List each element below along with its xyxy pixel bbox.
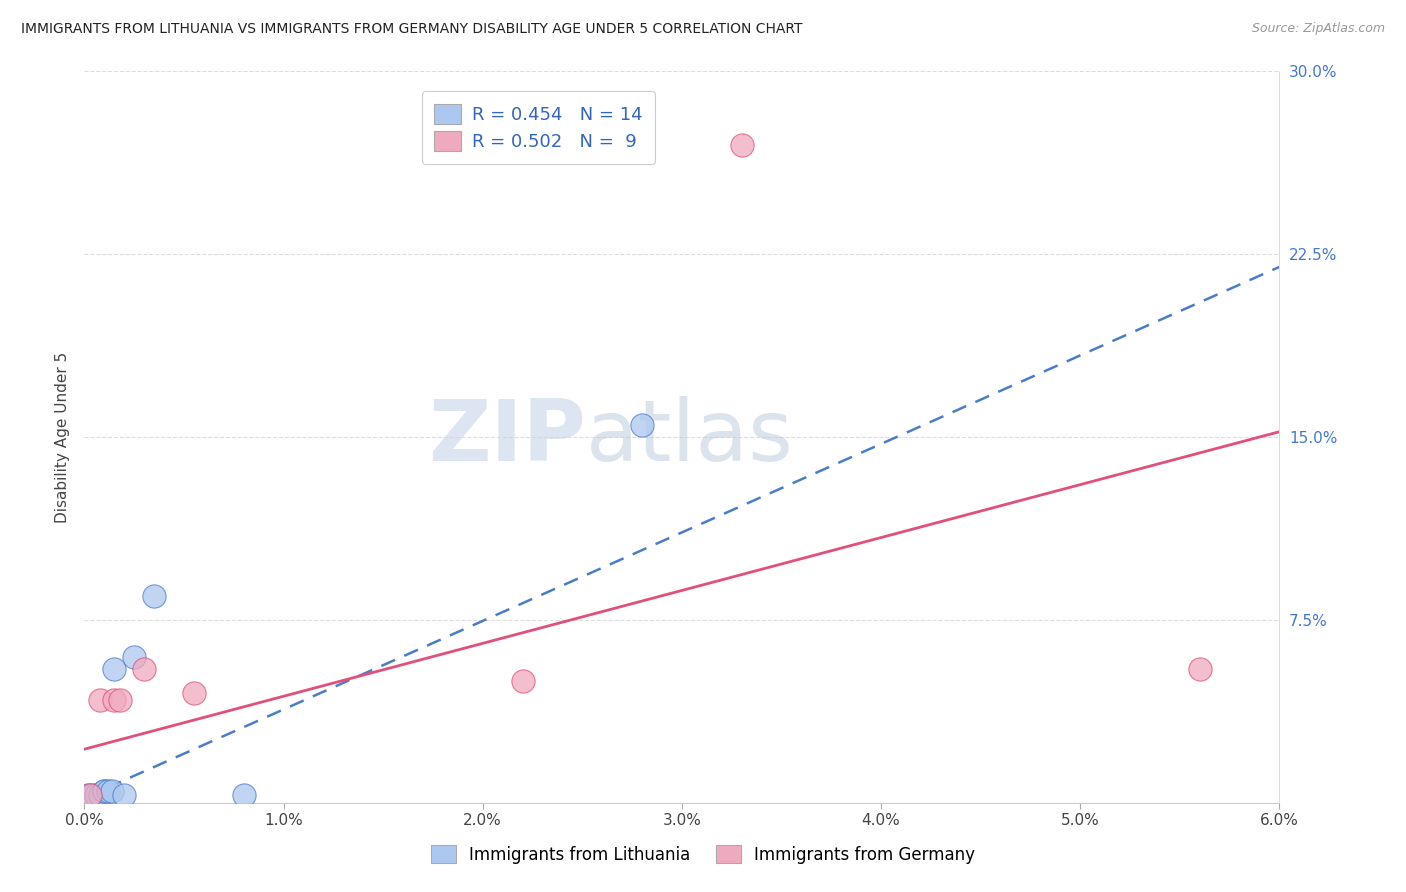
Point [143,589,166,603]
Point [101,783,124,797]
Point [93,783,115,797]
Point [183,686,205,700]
Point [110,693,132,707]
Point [132,662,156,676]
Point [82,789,104,803]
Point [93,783,115,797]
Text: Source: ZipAtlas.com: Source: ZipAtlas.com [1251,22,1385,36]
Text: IMMIGRANTS FROM LITHUANIA VS IMMIGRANTS FROM GERMANY DISABILITY AGE UNDER 5 CORR: IMMIGRANTS FROM LITHUANIA VS IMMIGRANTS … [21,22,803,37]
Point [1188,662,1211,676]
Point [512,673,534,688]
Point [232,789,254,803]
Point [89,789,111,803]
Legend: R = 0.454   N = 14, R = 0.502   N =  9: R = 0.454 N = 14, R = 0.502 N = 9 [422,91,655,163]
Point [122,649,145,664]
Point [112,789,135,803]
Text: ZIP: ZIP [429,395,586,479]
Y-axis label: Disability Age Under 5: Disability Age Under 5 [55,351,70,523]
Point [103,662,125,676]
Text: atlas: atlas [586,395,794,479]
Point [89,693,111,707]
Point [103,693,125,707]
Point [731,137,754,152]
Legend: Immigrants from Lithuania, Immigrants from Germany: Immigrants from Lithuania, Immigrants fr… [425,838,981,871]
Point [631,417,654,432]
Point [97,783,120,797]
Point [86,789,108,803]
Point [77,789,100,803]
Point [79,789,101,803]
